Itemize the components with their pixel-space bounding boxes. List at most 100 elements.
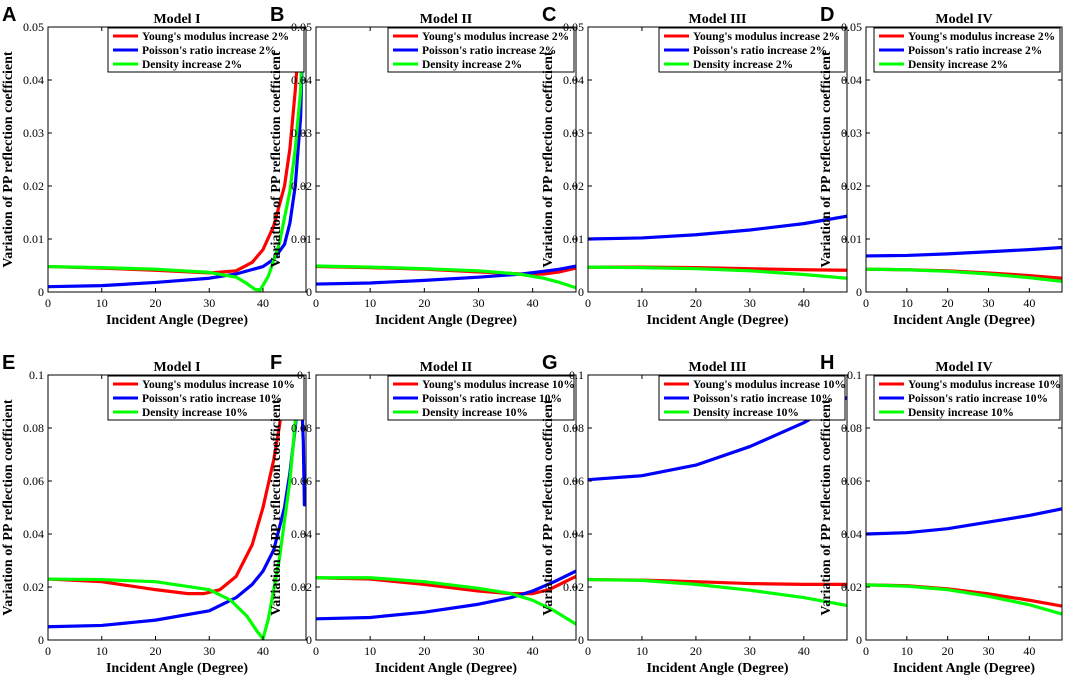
panel-title: Model III bbox=[689, 360, 747, 375]
panel-title: Model I bbox=[153, 360, 200, 375]
legend-box bbox=[873, 27, 1061, 73]
series-line-poissons-ratio bbox=[866, 245, 1062, 258]
x-axis-label: Incident Angle (Degree) bbox=[375, 313, 517, 328]
series-line-density bbox=[866, 267, 1062, 283]
x-axis-label: Incident Angle (Degree) bbox=[646, 313, 788, 328]
y-tick-label: 0.06 bbox=[563, 474, 584, 488]
x-tick-label: 20 bbox=[690, 296, 702, 310]
y-tick-label: 0.02 bbox=[563, 580, 584, 594]
series-line-poissons-ratio bbox=[316, 569, 576, 621]
y-tick-label: 0.04 bbox=[23, 73, 44, 87]
legend-label: Density increase 2% bbox=[693, 59, 793, 71]
y-tick-label: 0 bbox=[856, 633, 862, 647]
x-tick-label: 20 bbox=[942, 644, 954, 658]
x-axis-label: Incident Angle (Degree) bbox=[106, 661, 248, 676]
y-tick-label: 0 bbox=[578, 633, 584, 647]
y-tick-label: 0.02 bbox=[841, 580, 862, 594]
x-tick-label: 10 bbox=[901, 296, 913, 310]
legend-label: Young's modulus increase 10% bbox=[142, 379, 295, 391]
y-tick-label: 0.01 bbox=[291, 232, 312, 246]
x-tick-label: 10 bbox=[96, 296, 108, 310]
x-tick-label: 10 bbox=[636, 644, 648, 658]
y-tick-label: 0.04 bbox=[841, 527, 862, 541]
legend-label: Density increase 10% bbox=[908, 407, 1014, 419]
x-tick-label: 40 bbox=[257, 296, 269, 310]
y-axis-label: Variation of PP reflection coefficient bbox=[819, 399, 834, 615]
x-tick-label: 30 bbox=[744, 644, 756, 658]
y-axis-label: Variation of PP reflection coefficient bbox=[1, 51, 16, 267]
y-tick-label: 0.02 bbox=[563, 179, 584, 193]
x-tick-label: 10 bbox=[901, 644, 913, 658]
x-tick-label: 20 bbox=[942, 296, 954, 310]
series-line-poissons-ratio bbox=[316, 264, 576, 286]
y-tick-label: 0 bbox=[856, 285, 862, 299]
x-tick-label: 0 bbox=[863, 296, 869, 310]
y-tick-label: 0.03 bbox=[291, 126, 312, 140]
legend: Young's modulus increase 2% Poisson's rat… bbox=[107, 27, 305, 73]
y-tick-label: 0 bbox=[578, 285, 584, 299]
y-tick-label: 0.04 bbox=[291, 527, 312, 541]
legend-label: Young's modulus increase 10% bbox=[693, 379, 846, 391]
panel-letter: F bbox=[270, 352, 282, 374]
y-axis-label: Variation of PP reflection coefficient bbox=[819, 51, 834, 267]
plot-frame bbox=[587, 26, 848, 293]
y-tick-label: 0 bbox=[38, 285, 44, 299]
x-tick-label: 30 bbox=[744, 296, 756, 310]
legend-box bbox=[107, 27, 305, 73]
x-tick-label: 40 bbox=[527, 644, 539, 658]
y-tick-label: 0.1 bbox=[297, 368, 312, 382]
legend-label: Young's modulus increase 2% bbox=[908, 31, 1055, 43]
x-tick-label: 0 bbox=[45, 296, 51, 310]
x-axis-label: Incident Angle (Degree) bbox=[893, 661, 1035, 676]
x-tick-label: 30 bbox=[203, 296, 215, 310]
y-tick-label: 0.02 bbox=[23, 580, 44, 594]
legend-label: Young's modulus increase 10% bbox=[908, 379, 1061, 391]
x-tick-label: 20 bbox=[418, 296, 430, 310]
y-axis-label: Variation of PP reflection coefficient bbox=[269, 51, 284, 267]
y-tick-label: 0.02 bbox=[291, 179, 312, 193]
y-tick-label: 0.01 bbox=[23, 232, 44, 246]
legend-label: Poisson's ratio increase 10% bbox=[693, 393, 833, 405]
y-tick-label: 0.03 bbox=[23, 126, 44, 140]
x-tick-label: 30 bbox=[983, 644, 995, 658]
y-tick-label: 0.04 bbox=[563, 73, 584, 87]
x-tick-label: 10 bbox=[364, 296, 376, 310]
y-tick-label: 0 bbox=[38, 633, 44, 647]
series-line-poissons-ratio bbox=[588, 214, 847, 241]
series-line-density bbox=[316, 576, 576, 626]
panel-letter: E bbox=[2, 352, 15, 374]
y-tick-label: 0.02 bbox=[23, 179, 44, 193]
legend-box bbox=[107, 375, 305, 421]
y-tick-label: 0 bbox=[306, 285, 312, 299]
y-tick-label: 0.08 bbox=[23, 421, 44, 435]
y-tick-label: 0.03 bbox=[563, 126, 584, 140]
legend-label: Poisson's ratio increase 10% bbox=[142, 393, 282, 405]
plot-frame bbox=[865, 26, 1063, 293]
y-tick-label: 0.1 bbox=[569, 368, 584, 382]
legend-box bbox=[387, 375, 575, 421]
x-tick-label: 30 bbox=[473, 296, 485, 310]
legend-label: Poisson's ratio increase 2% bbox=[908, 45, 1042, 57]
legend: Young's modulus increase 2% Poisson's rat… bbox=[873, 27, 1061, 73]
plot-frame bbox=[315, 26, 577, 293]
legend-label: Young's modulus increase 2% bbox=[422, 31, 569, 43]
y-tick-label: 0.02 bbox=[841, 179, 862, 193]
panel-letter: B bbox=[270, 4, 284, 26]
y-tick-label: 0.1 bbox=[29, 368, 44, 382]
x-tick-label: 20 bbox=[690, 644, 702, 658]
legend-label: Density increase 2% bbox=[422, 59, 522, 71]
legend-label: Young's modulus increase 2% bbox=[693, 31, 840, 43]
panel-title: Model IV bbox=[935, 12, 992, 27]
legend-label: Density increase 10% bbox=[693, 407, 799, 419]
series-line-density bbox=[866, 583, 1062, 616]
legend-label: Poisson's ratio increase 2% bbox=[142, 45, 276, 57]
x-tick-label: 30 bbox=[203, 644, 215, 658]
panel-letter: C bbox=[542, 4, 556, 26]
y-tick-label: 0.04 bbox=[563, 527, 584, 541]
series-line-poissons-ratio bbox=[48, 27, 305, 289]
x-tick-label: 40 bbox=[257, 644, 269, 658]
x-tick-label: 40 bbox=[527, 296, 539, 310]
panel-a: 0 10 20 30 40 0 0.01 0.02 0.03 0.04 0.05 Model I A In… bbox=[1, 4, 307, 328]
y-tick-label: 0.02 bbox=[291, 580, 312, 594]
